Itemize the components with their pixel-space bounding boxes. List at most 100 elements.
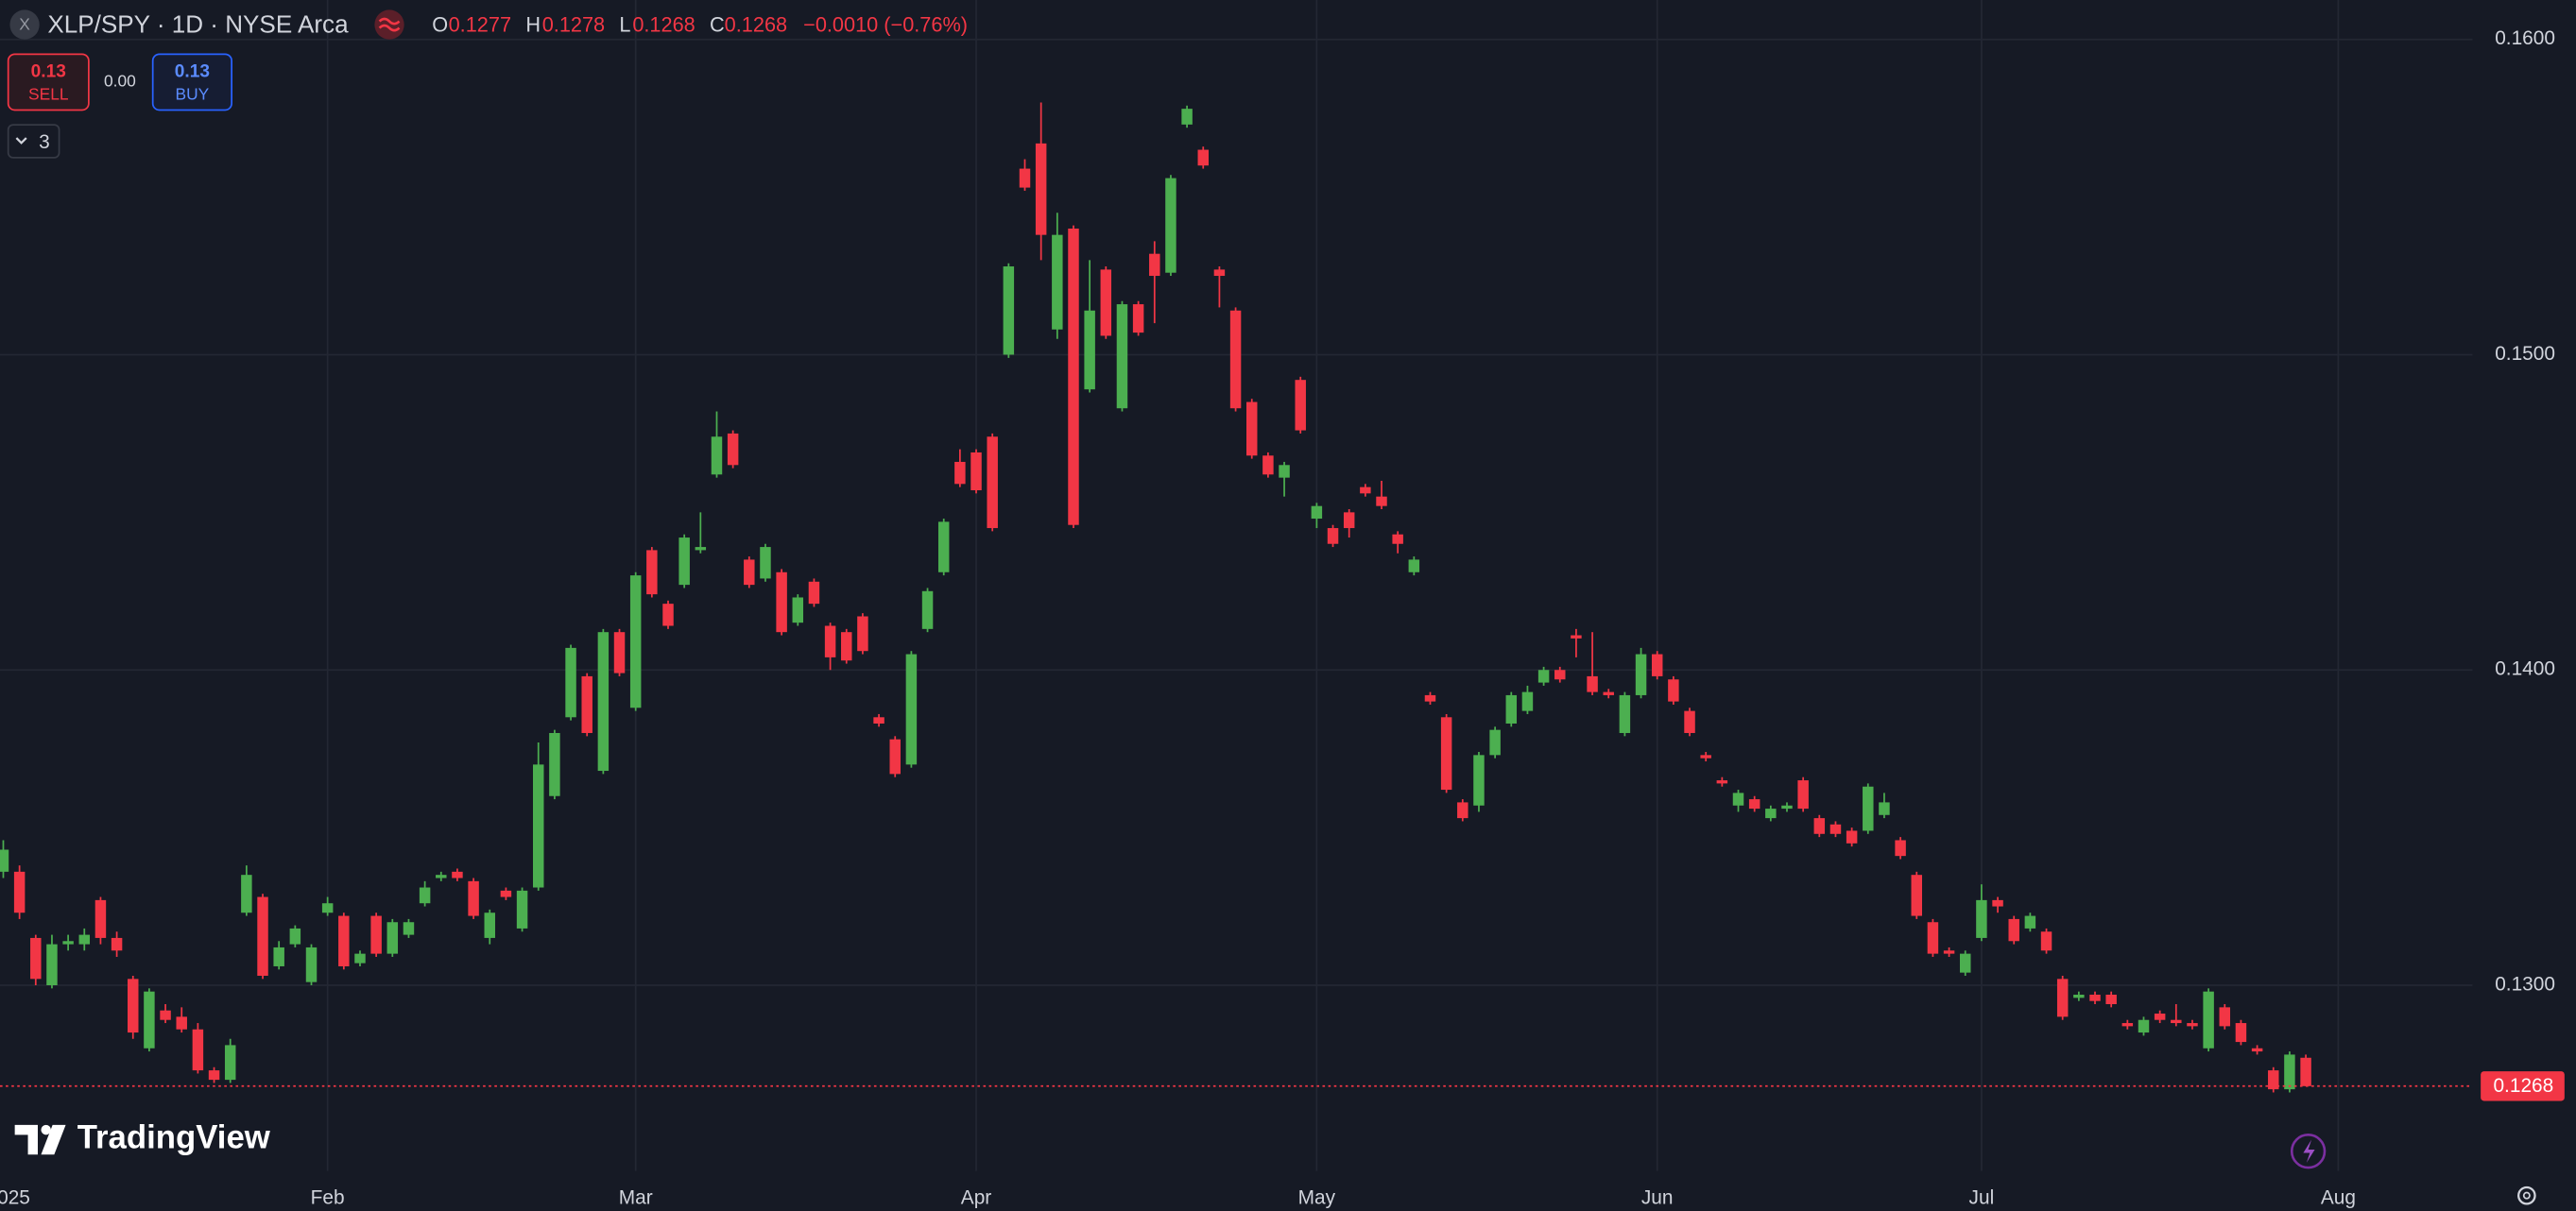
candle-body (1343, 512, 1355, 529)
candle-body (1668, 679, 1679, 702)
candle-body (2056, 979, 2069, 1017)
candle-body (2235, 1023, 2247, 1043)
candle-body (305, 947, 318, 982)
replay-glyph (2303, 1139, 2315, 1163)
replay-icon[interactable] (2290, 1134, 2327, 1169)
candle-body (970, 452, 982, 490)
candle-body (2203, 991, 2214, 1049)
sell-button[interactable] (7, 53, 90, 111)
y-tick-label: 0.1400 (2495, 658, 2555, 680)
x-tick-label: Jul (1969, 1187, 1995, 1209)
candle-body (2008, 918, 2019, 942)
candle-body (1684, 710, 1695, 733)
candle-body (1554, 670, 1566, 680)
indicator-icon-glyph (378, 17, 401, 32)
candle-body (386, 922, 399, 954)
last-price-label: 0.1268 (2493, 1075, 2553, 1097)
candle-body (354, 953, 366, 964)
candle-body (176, 1016, 187, 1030)
symbol-icon[interactable] (9, 9, 40, 40)
candle-body (1408, 559, 1420, 572)
change: −0.0010 (−0.76%) (803, 13, 968, 37)
ohlc-value: 0.1277 (449, 13, 511, 37)
candle-body (338, 915, 350, 966)
candle-body (808, 581, 820, 605)
candle-body (1587, 675, 1598, 692)
logo-mark (41, 1124, 66, 1155)
settings-icon[interactable] (2517, 1185, 2536, 1205)
ohlc-key: L (619, 13, 630, 37)
candle-body (484, 913, 495, 938)
candle-body (1895, 840, 1906, 857)
candle-body (1976, 899, 1987, 938)
candle-body (1863, 786, 1874, 831)
candle-body (241, 875, 252, 913)
candle-body (1003, 266, 1015, 355)
indicators-toggle[interactable] (7, 124, 60, 159)
candle-body (419, 887, 431, 904)
candle-body (744, 559, 755, 586)
candle-body (111, 937, 123, 951)
candles (0, 102, 2473, 1093)
candle-body (1992, 899, 2003, 907)
candle-body (1813, 818, 1826, 834)
settings-icon (2522, 1191, 2531, 1200)
candle-body (937, 521, 950, 572)
candle-body (1603, 691, 1614, 695)
candle-body (1635, 654, 1647, 695)
candle-body (1537, 670, 1550, 683)
candle-body (1911, 875, 1922, 916)
candle-body (629, 575, 642, 708)
candle-body (824, 625, 836, 657)
candle-body (727, 433, 739, 466)
candle-body (1748, 799, 1760, 810)
candle-body (2268, 1070, 2279, 1090)
candle-body (1781, 805, 1793, 810)
buy-price: 0.13 (175, 62, 210, 82)
candle-body (1716, 780, 1728, 784)
candle-body (711, 436, 723, 475)
indicator-icon[interactable] (374, 9, 404, 40)
candle-body (1149, 253, 1160, 277)
candle-body (1116, 304, 1128, 409)
candle-body (2171, 1019, 2182, 1024)
logo-mark (41, 1124, 51, 1135)
buy-label: BUY (176, 84, 210, 103)
ohlc-key: C (710, 13, 725, 37)
candle-body (2187, 1023, 2198, 1027)
candle-body (1797, 780, 1809, 810)
candle-body (549, 732, 560, 796)
last-price-badge (2481, 1071, 2565, 1101)
buy-button[interactable] (151, 53, 233, 111)
indicators-count: 3 (39, 131, 50, 153)
candle-body (1879, 802, 1890, 815)
candle-body (1165, 178, 1176, 273)
candle-body (0, 849, 9, 872)
candle-body (78, 934, 91, 945)
candle-body (1100, 269, 1112, 336)
ohlc-key: O (432, 13, 448, 37)
candle-body (224, 1045, 236, 1081)
candle-body (905, 654, 918, 765)
candle-body (2024, 915, 2036, 929)
candle-body (1295, 380, 1306, 431)
candle-body (13, 871, 26, 913)
candle-body (1505, 694, 1518, 724)
candle-body (1327, 528, 1339, 544)
candle-body (208, 1070, 220, 1081)
x-tick-label: Jun (1641, 1187, 1674, 1209)
candle-body (500, 890, 512, 897)
x-tick-label: Apr (961, 1187, 992, 1209)
candle-body (1619, 694, 1631, 733)
candle-body (1521, 691, 1534, 711)
candle-body (2284, 1054, 2295, 1090)
candle-body (597, 632, 610, 772)
symbol-icon-text: X (19, 15, 30, 34)
ohlc-value: 0.1278 (542, 13, 605, 37)
symbol-title[interactable]: XLP/SPY · 1D · NYSE Arca (47, 10, 349, 39)
candle-body (662, 604, 674, 626)
candle-body (1765, 809, 1777, 819)
candle-body (841, 632, 852, 661)
